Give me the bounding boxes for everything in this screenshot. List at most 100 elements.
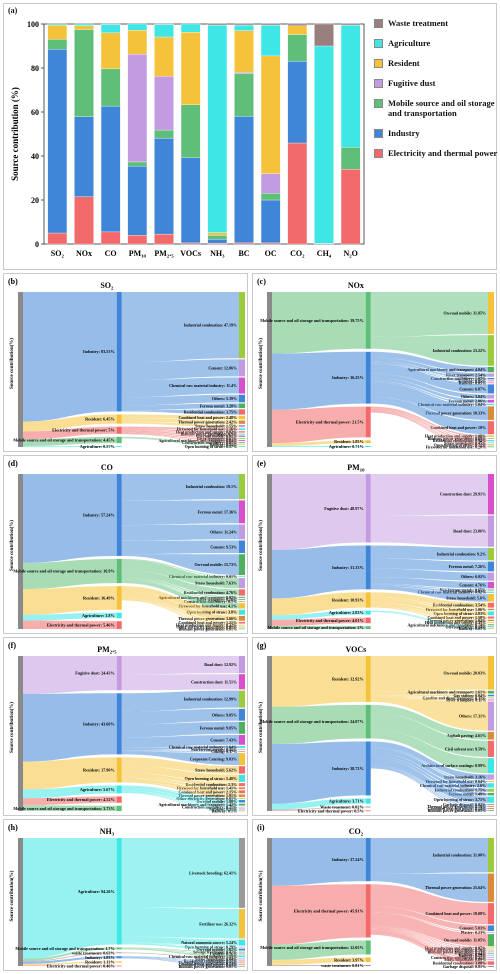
bar-segment xyxy=(154,76,174,131)
bar-segment xyxy=(207,239,228,244)
sankey-target-node xyxy=(239,909,245,939)
sankey-target-node xyxy=(488,947,494,949)
sankey-link xyxy=(121,576,239,599)
sankey-target-node xyxy=(239,810,245,812)
sankey-target-node xyxy=(239,806,245,808)
sankey-mid-label: Industry: 1.83% xyxy=(85,955,115,960)
sankey-target-label: Airplane: 0.11% xyxy=(209,807,237,812)
sankey-target-node xyxy=(239,783,245,787)
sankey-target-node xyxy=(488,440,494,442)
sankey-target-label: Agricultural machinery and transport: 1.… xyxy=(407,690,486,695)
sankey-target-label: Residential combustion: 0.21% xyxy=(184,958,237,963)
sankey-target-label: Gas station: 0.94% xyxy=(453,693,486,698)
y-tick-label: 80 xyxy=(31,64,39,73)
sankey-target-node xyxy=(239,948,245,951)
sankey-mid-label: Waste treatment: 0.02% xyxy=(320,805,364,810)
bar-segment xyxy=(47,23,68,26)
sankey-target-label: Chemical raw material industry: 0.92% xyxy=(418,590,486,595)
sankey-target-node xyxy=(239,420,245,424)
sankey-link xyxy=(272,351,366,410)
sankey-target-node xyxy=(488,957,494,958)
sankey-link xyxy=(370,583,488,591)
legend-swatch xyxy=(374,59,383,68)
sankey-mid-node xyxy=(116,796,122,803)
sankey-target-label: Chemical raw material industry: 11.4% xyxy=(169,383,237,388)
sankey-chart: (i) CO₂ Source contribution(%) Industry: 37… xyxy=(257,823,494,969)
sankey-target-label: Natural ammonia source: 5.24% xyxy=(181,940,237,945)
bar-segment xyxy=(340,147,361,170)
sankey-target-node xyxy=(488,959,494,961)
sankey-mid-node xyxy=(116,965,122,967)
sankey-target-node xyxy=(488,616,494,619)
sankey-link xyxy=(121,586,239,615)
sankey-mid-node xyxy=(116,436,122,444)
sankey-target-label: Industrial combustion: 19.1% xyxy=(186,484,237,489)
sankey-link xyxy=(23,586,117,615)
sankey-mid-label: Industry: 38.72% xyxy=(332,766,364,771)
sankey-link xyxy=(370,690,488,695)
sankey-target-node xyxy=(239,578,245,589)
sankey-mid-label: Agriculture: 0.57% xyxy=(80,444,115,449)
sankey-link xyxy=(23,757,117,790)
sankey-target-label: Construction machinery: 0.31% xyxy=(431,955,486,960)
bar-segment xyxy=(100,68,121,107)
sankey-target-node xyxy=(239,708,245,721)
sankey-mid-node xyxy=(365,406,371,438)
sankey-source-node xyxy=(18,292,23,447)
sankey-target-label: Firewood for household use: 1.41% xyxy=(177,786,237,791)
sankey-mid-node xyxy=(116,414,122,424)
sankey-target-label: Firewood for household use: 4.1% xyxy=(179,603,237,608)
legend-label: Agriculture xyxy=(388,38,431,48)
sankey-panel: (e) PM₁₀ Source contribution(%) Fugitive du… xyxy=(252,455,497,634)
x-tick-label: PM₂.₅ xyxy=(154,249,174,258)
bar-segment xyxy=(180,23,201,33)
sankey-target-label: Civil solvent use: 9.59% xyxy=(445,746,486,751)
bar-segment xyxy=(260,199,281,244)
sankey-link xyxy=(272,617,366,626)
sankey-link xyxy=(121,394,239,406)
bar-segment xyxy=(287,23,308,26)
bar-segment xyxy=(260,55,281,174)
sankey-target-node xyxy=(488,444,494,446)
sankey-link xyxy=(370,602,488,619)
sankey-target-label: River transport: 0.67% xyxy=(197,436,237,441)
sankey-link xyxy=(23,965,117,967)
sankey-chart: (d) CO Source contribution(%) Industry: 57.… xyxy=(8,459,245,631)
bar-segment xyxy=(287,25,308,35)
sankey-target-node xyxy=(239,674,245,690)
sankey-target-label: Construction machinery: 1.07% xyxy=(431,376,486,381)
sankey-target-label: Biomass power generation: 0.01% xyxy=(428,808,486,813)
sankey-target-label: Straw household: 1.55% xyxy=(195,424,237,429)
sankey-target-node xyxy=(488,628,494,630)
sankey-target-node xyxy=(239,753,245,766)
sankey-target-node xyxy=(488,774,494,780)
sankey-target-label: Plaster: 0.23% xyxy=(461,930,486,935)
sankey-target-node xyxy=(488,697,494,699)
sankey-target-node xyxy=(239,953,245,955)
sankey-link xyxy=(23,558,117,590)
sankey-target-label: Architectural surface coatings: 8.99% xyxy=(421,763,486,768)
sankey-target-label: Ferrous metal: 17.36% xyxy=(198,509,237,514)
sankey-mid-node xyxy=(116,785,122,794)
sankey-link xyxy=(121,377,239,398)
sankey-target-node xyxy=(488,934,494,947)
sankey-target-node xyxy=(239,576,245,577)
sankey-link xyxy=(272,292,366,354)
sankey-mid-node xyxy=(116,586,122,610)
sankey-target-node xyxy=(488,608,494,611)
sankey-target-node xyxy=(488,806,494,807)
legend-swatch xyxy=(374,39,383,48)
bar-segment xyxy=(260,242,281,245)
sankey-mid-node xyxy=(116,838,122,945)
sankey-target-label: Ferrous metal: 9.05% xyxy=(200,725,237,730)
sankey-target-label: Residential combustion: 0.94% xyxy=(433,438,486,443)
sankey-target-node xyxy=(239,960,245,962)
bar-segment xyxy=(74,25,94,30)
sankey-link xyxy=(121,773,239,787)
sankey-link xyxy=(121,765,239,782)
sankey-target-node xyxy=(239,803,245,806)
sankey-link xyxy=(272,940,366,960)
bar-segment xyxy=(100,32,121,70)
sankey-link xyxy=(121,414,239,420)
bar-segment xyxy=(47,39,68,50)
